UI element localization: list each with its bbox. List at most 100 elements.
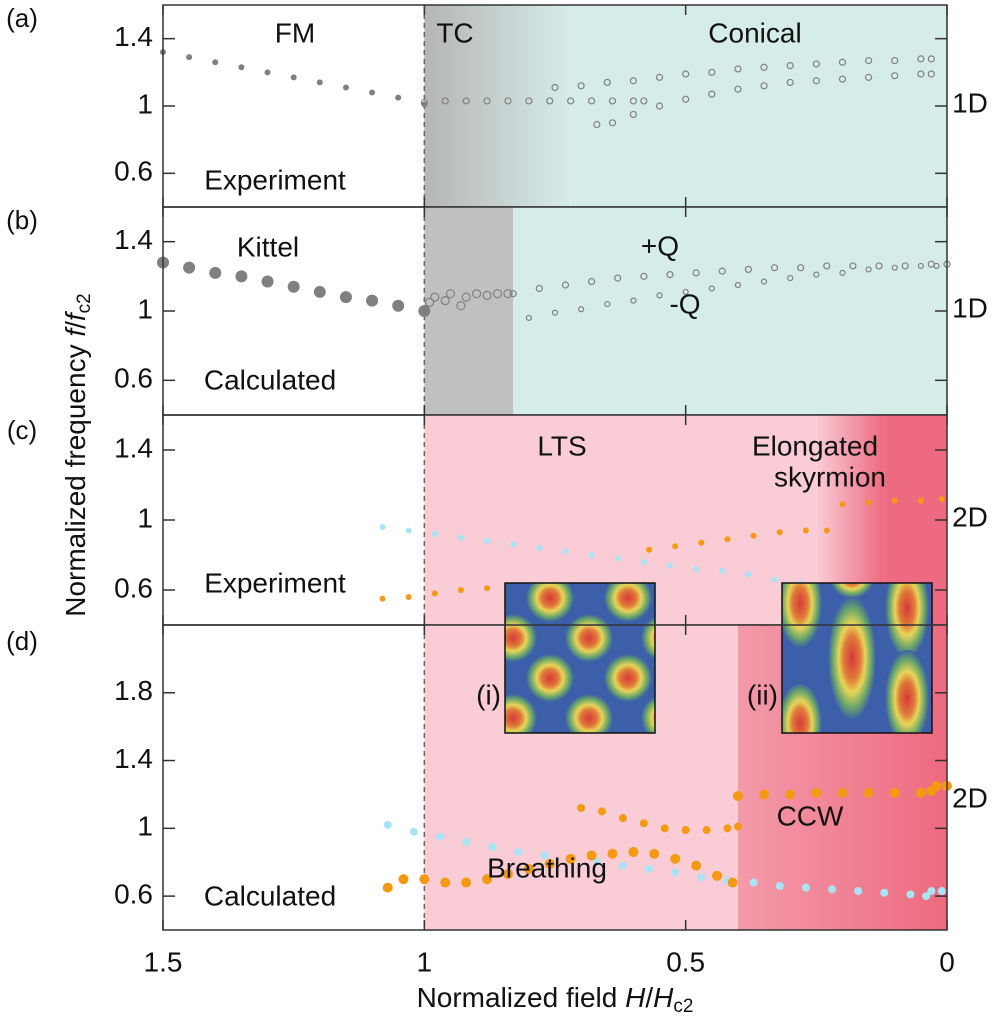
y-tick-label: 1 [137,502,153,533]
data-point [536,545,543,551]
data-point [484,585,491,592]
skyrmion [604,654,652,702]
y-tick-label: 1 [137,811,153,842]
data-point [854,887,863,896]
data-point [750,532,757,539]
region [424,5,571,207]
skyrmion [828,596,876,720]
data-point [339,291,352,304]
data-point [313,285,326,298]
data-point [708,68,716,76]
data-point [839,269,846,276]
data-point [785,789,796,800]
data-point [744,265,752,273]
data-point [405,527,412,534]
data-point [523,864,534,874]
data-point [551,309,559,316]
data-point [666,271,674,279]
data-point [682,70,690,78]
data-point [823,262,831,270]
data-point [618,814,627,823]
data-point [504,97,512,105]
skyrmion [505,614,537,662]
data-point [366,294,379,307]
data-point [775,881,784,890]
data-point [671,868,680,877]
data-point [760,278,768,285]
data-point [682,95,690,103]
data-point [839,501,846,508]
data-point [917,70,925,78]
data-point [922,892,931,901]
data-point [880,888,889,897]
data-point [502,869,513,880]
data-point [927,55,935,63]
data-point [562,548,569,555]
data-point [915,787,926,798]
annotation: 1D [952,292,988,323]
annotation: 2D [952,501,988,532]
inset-label: (ii) [747,679,778,710]
y-tick-label: 1 [137,88,153,119]
data-point [732,791,743,802]
skyrmion [641,696,655,733]
data-point [593,120,601,129]
data-point [849,262,857,270]
data-point [342,84,349,91]
data-point [424,297,435,307]
inset-label: (i) [476,679,501,710]
data-point [509,290,517,298]
data-point [618,861,627,870]
data-point [544,858,555,869]
skyrmion [885,583,929,658]
data-point [655,102,664,110]
data-point [409,827,418,836]
annotation: Calculated [204,880,336,911]
data-point [649,848,660,859]
data-point [607,848,618,859]
data-point [430,292,440,302]
y-tick-label: 1.4 [114,21,153,52]
data-point [770,264,779,272]
data-point [629,77,638,85]
data-point [628,847,639,858]
data-point [771,576,778,583]
y-tick-label: 1.8 [114,675,153,706]
data-point [698,539,705,546]
data-point [682,288,689,296]
data-point [431,590,438,597]
panel-label: (c) [7,415,37,445]
data-point [316,79,323,86]
data-point [838,75,847,83]
ylabel-part: c2 [74,293,95,313]
annotation: Conical [708,17,801,48]
data-point [864,56,873,65]
xlabel-part: H [653,982,674,1013]
data-point [561,281,570,289]
xlabel: Normalized field H/Hc2 [417,982,694,1017]
annotation: LTS [537,430,586,461]
data-point [639,819,648,828]
data-point [535,284,543,293]
annotation: TC [436,17,473,48]
data-point [727,877,738,888]
y-tick-label: 0.6 [114,363,153,394]
data-point [482,874,493,885]
data-point [797,264,805,272]
data-point [786,61,794,70]
annotation: FM [275,17,315,48]
data-point [811,787,822,798]
region [513,207,947,415]
y-tick-label: 1 [137,293,153,324]
data-point [461,292,471,302]
x-tick-label: 0.5 [666,946,705,977]
data-point [812,77,820,85]
data-point [405,594,412,600]
skyrmion [565,614,613,662]
data-point [812,60,820,68]
data-point [802,527,809,534]
data-point [382,882,393,893]
data-point [604,300,611,308]
data-point [503,289,513,299]
